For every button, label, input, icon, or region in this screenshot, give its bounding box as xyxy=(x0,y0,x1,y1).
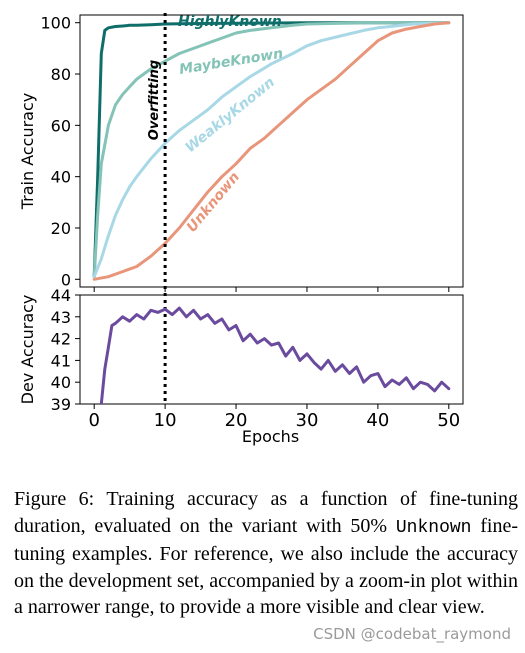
dev-xtick-label: 40 xyxy=(366,410,389,431)
figure-caption: Figure 6: Training accuracy as a functio… xyxy=(14,486,518,621)
dev-ylabel: Dev Accuracy xyxy=(18,295,37,405)
train-panel: 0 20 40 60 80 100 Train Accuracy HighlyKnown May… xyxy=(18,14,464,292)
series-maybeknown xyxy=(92,21,451,279)
dev-ytick-label: 39 xyxy=(51,395,71,414)
train-ytick-label: 100 xyxy=(40,14,71,33)
dev-xtick-label: 30 xyxy=(296,410,319,431)
series-label-weaklyknown: WeaklyKnown xyxy=(182,74,278,156)
dev-xtick-label: 50 xyxy=(437,410,460,431)
series-label-unknown: Unknown xyxy=(184,169,243,235)
dev-xlabel: Epochs xyxy=(242,427,299,446)
dev-xtick-label: 20 xyxy=(225,410,248,431)
series-label-maybeknown: MaybeKnown xyxy=(178,46,284,78)
dev-ytick-label: 40 xyxy=(51,373,71,392)
dev-ytick-label: 43 xyxy=(51,308,71,327)
dev-ytick-label: 42 xyxy=(51,330,71,349)
train-ytick-label: 0 xyxy=(61,270,71,289)
train-ytick-label: 20 xyxy=(51,219,71,238)
dev-accuracy-line xyxy=(99,306,451,404)
dev-ytick-label: 44 xyxy=(51,286,71,305)
train-frame xyxy=(79,14,464,288)
series-highlyknown xyxy=(92,21,451,279)
caption-code: Unknown xyxy=(395,517,472,538)
figure: 0 20 40 60 80 100 Train Accuracy HighlyKnown May… xyxy=(18,13,464,446)
watermark: CSDN @codebat_raymond xyxy=(313,625,511,643)
series-weaklyknown xyxy=(92,21,451,279)
dev-series-group xyxy=(99,306,451,404)
series-unknown xyxy=(92,21,451,281)
train-ylabel: Train Accuracy xyxy=(18,93,37,211)
caption-text-1: Figure 6: Training accuracy as a functio… xyxy=(14,488,518,537)
caption-text-2: fine-tuning examples. For reference, we … xyxy=(14,514,519,619)
dev-xtick-label: 0 xyxy=(88,410,99,431)
dev-frame xyxy=(79,294,464,405)
overfitting-label: Overfitting xyxy=(147,60,162,140)
train-ytick-label: 60 xyxy=(51,116,71,135)
train-ytick-label: 40 xyxy=(51,168,71,187)
dev-xtick-label: 10 xyxy=(154,410,177,431)
series-label-highlyknown: HighlyKnown xyxy=(178,14,282,30)
dev-panel: 39 40 41 42 43 44 0 10 20 30 40 50 Dev Accuracy Epoch… xyxy=(18,286,464,446)
train-ytick-label: 80 xyxy=(51,65,71,84)
train-series-group xyxy=(92,21,451,281)
dev-ytick-label: 41 xyxy=(51,351,71,370)
